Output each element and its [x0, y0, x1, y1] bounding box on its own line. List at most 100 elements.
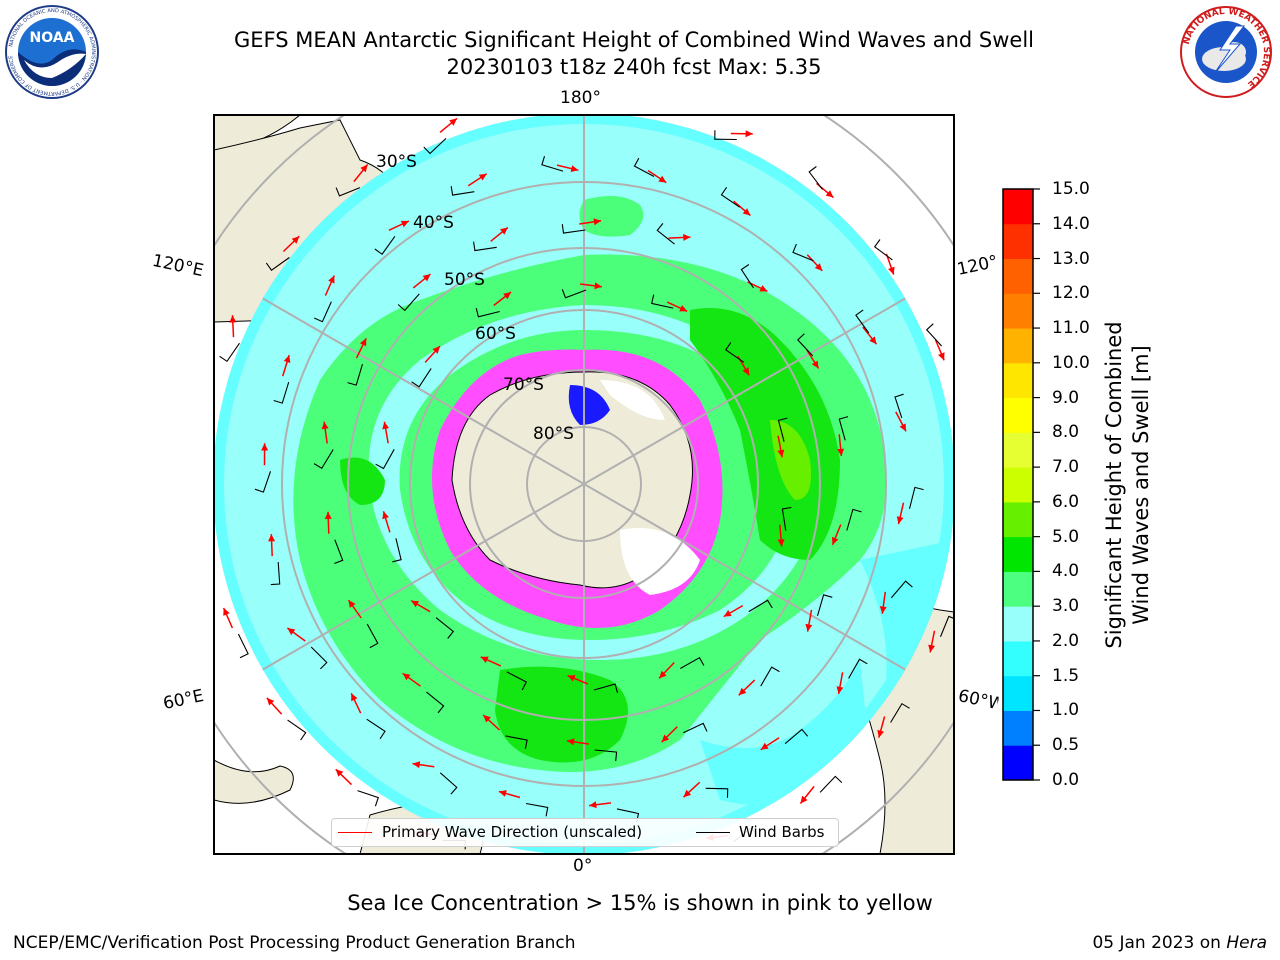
wave-direction-arrowhead [348, 600, 356, 608]
wave-direction-arrowhead [480, 656, 489, 663]
wind-barb [633, 157, 655, 177]
wave-direction-arrowhead [814, 263, 823, 271]
wave-direction-arrowhead [745, 130, 753, 138]
wind-barb [335, 187, 361, 197]
wave-direction-arrowhead [422, 274, 431, 282]
colorbar-tick-label: 1.5 [1052, 665, 1080, 686]
lat-label-30s: 30°S [376, 152, 417, 172]
low-wave-ross-sea [568, 385, 610, 425]
colorbar-segment [1003, 293, 1033, 329]
wind-barb [740, 264, 754, 289]
wind-barb [265, 257, 290, 271]
noaa-logo: NOAA NATIONAL OCEANIC AND ATMOSPHERIC AD… [5, 5, 99, 99]
wind-barb [366, 718, 386, 740]
wave-field-4-5m-west [340, 457, 385, 505]
colorbar-tick-label: 2.0 [1052, 630, 1080, 651]
colorbar-segment [1003, 328, 1033, 364]
wave-direction-legend-label: Primary Wave Direction (unscaled) [382, 823, 643, 841]
wind-barb [720, 186, 741, 208]
wave-direction-arrowhead [683, 789, 692, 798]
wave-direction-arrowhead [888, 266, 895, 275]
wave-direction-arrowhead [759, 285, 768, 292]
wave-direction-arrowhead [400, 220, 409, 228]
colorbar-tick-label: 0.0 [1052, 770, 1080, 790]
wind-barb [819, 775, 843, 793]
lat-label-70s: 70°S [503, 375, 544, 395]
graticule [214, 115, 954, 854]
colorbar-label-line1: Significant Height of Combined [1102, 321, 1126, 649]
wind-barb [374, 235, 396, 255]
wind-barb [505, 735, 528, 750]
wave-direction-arrowhead [411, 600, 420, 608]
colorbar-segment [1003, 223, 1033, 260]
wave-direction-arrowhead [503, 292, 512, 300]
wave-direction-arrowhead [570, 165, 579, 172]
colorbar-segment [1003, 710, 1033, 746]
wave-direction-arrowhead [567, 675, 576, 682]
map-frame [213, 114, 955, 855]
wind-barb [651, 294, 674, 309]
lat-label-50s: 50°S [444, 270, 485, 290]
wave-direction-arrowhead [723, 610, 732, 617]
footer-date: 05 Jan 2023 on [1092, 933, 1221, 953]
wind-barb [313, 449, 334, 470]
colorbar-tick-label: 3.0 [1052, 596, 1080, 617]
colorbar-tick-label: 5.0 [1052, 526, 1080, 547]
footer-left: NCEP/EMC/Verification Post Processing Pr… [13, 933, 576, 953]
wind-barb [423, 138, 447, 155]
footer-machine: Hera [1226, 933, 1267, 953]
lon-label-180: 180° [560, 88, 601, 108]
colorbar-frame [1002, 188, 1034, 781]
wave-direction-arrowhead [412, 761, 421, 769]
wave-direction-arrowhead [777, 539, 785, 547]
lat-label-40s: 40°S [413, 213, 454, 233]
wave-direction-arrowhead [351, 693, 358, 702]
wave-direction-arrowhead [800, 795, 808, 804]
wind-barb [760, 666, 780, 687]
wind-barb [656, 223, 675, 245]
lat-label-60s: 60°S [475, 324, 516, 344]
wind-barb [435, 617, 455, 639]
wind-barb [846, 508, 862, 531]
colorbar-segment [1003, 745, 1033, 781]
nws-logo: NATIONAL WEATHER SERVICE [1180, 6, 1272, 98]
wind-barb [450, 186, 475, 196]
wind-barb [939, 615, 954, 638]
wave-direction-arrowhead [360, 164, 368, 173]
wind-barb [890, 580, 913, 599]
ice-shelf-ross [600, 380, 665, 420]
wind-barb [683, 722, 708, 734]
wave-direction-arrowhead [449, 118, 457, 126]
wind-barb [890, 702, 910, 723]
map-legend: Primary Wave Direction (unscaled) Wind B… [331, 818, 839, 847]
wave-direction-arrowhead [283, 355, 291, 363]
chart-subtitle: 20230103 t18z 240h fcst Max: 5.35 [446, 55, 822, 79]
wind-barb [347, 363, 364, 386]
colorbar-tick-label: 12.0 [1052, 283, 1090, 304]
colorbar-tick-label: 7.0 [1052, 457, 1080, 478]
wave-direction-arrowhead [321, 421, 329, 430]
wind-barb [838, 416, 849, 441]
wave-direction-arrowhead [742, 367, 750, 376]
meridian-120e [261, 297, 585, 485]
wind-barb-swatch [696, 832, 730, 833]
colorbar-segment [1003, 606, 1033, 642]
colorbar-tick-label: 8.0 [1052, 422, 1080, 443]
colorbar-tick-label: 14.0 [1052, 213, 1090, 234]
wind-barb [808, 166, 823, 190]
colorbar-tick-label: 13.0 [1052, 248, 1090, 269]
colorbar-tick-label: 1.0 [1052, 700, 1080, 721]
wind-barb [594, 749, 618, 762]
wave-direction-arrowhead [432, 346, 440, 354]
wave-direction-arrowhead [777, 449, 785, 458]
lat-label-80s: 80°S [533, 424, 574, 444]
wave-direction-arrowhead [589, 801, 597, 809]
wave-direction-swatch [338, 832, 372, 833]
wind-barb [219, 342, 240, 363]
wave-direction-arrowhead [229, 315, 237, 323]
wave-direction-arrowhead [593, 218, 602, 226]
colorbar-segment [1003, 189, 1033, 225]
colorbar-tick-label: 0.5 [1052, 735, 1080, 756]
colorbar-tick-label: 10.0 [1052, 352, 1090, 373]
